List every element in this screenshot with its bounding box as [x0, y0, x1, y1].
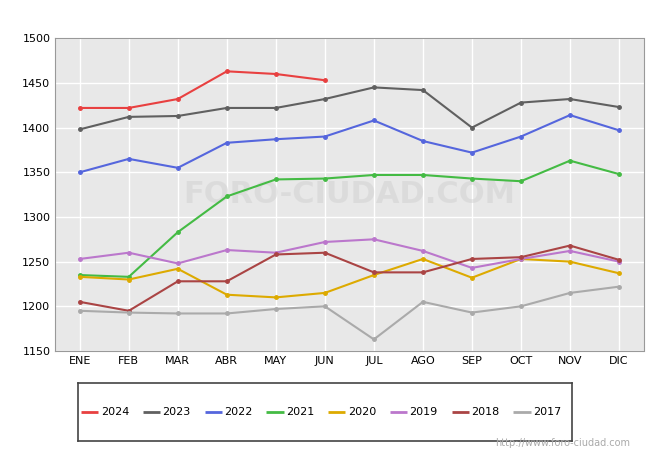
Text: 2020: 2020 [348, 407, 376, 417]
Text: 2023: 2023 [162, 407, 191, 417]
Text: 2017: 2017 [533, 407, 562, 417]
Text: 2021: 2021 [286, 407, 315, 417]
Text: 2018: 2018 [471, 407, 500, 417]
Text: 2019: 2019 [410, 407, 438, 417]
Text: FORO-CIUDAD.COM: FORO-CIUDAD.COM [183, 180, 515, 209]
Text: 2022: 2022 [224, 407, 253, 417]
Text: http://www.foro-ciudad.com: http://www.foro-ciudad.com [495, 438, 630, 448]
Text: 2024: 2024 [101, 407, 129, 417]
Text: Afiliados en Porqueres a 31/5/2024: Afiliados en Porqueres a 31/5/2024 [173, 8, 477, 26]
